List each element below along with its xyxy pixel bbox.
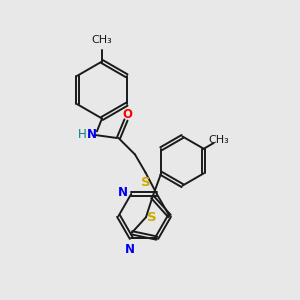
Text: N: N [118, 186, 128, 199]
Text: CH₃: CH₃ [208, 135, 229, 145]
Text: N: N [86, 128, 97, 142]
Text: CH₃: CH₃ [92, 35, 112, 45]
Text: N: N [125, 244, 135, 256]
Text: O: O [122, 108, 133, 121]
Text: S: S [147, 211, 156, 224]
Text: S: S [141, 176, 150, 189]
Text: H: H [78, 128, 87, 142]
